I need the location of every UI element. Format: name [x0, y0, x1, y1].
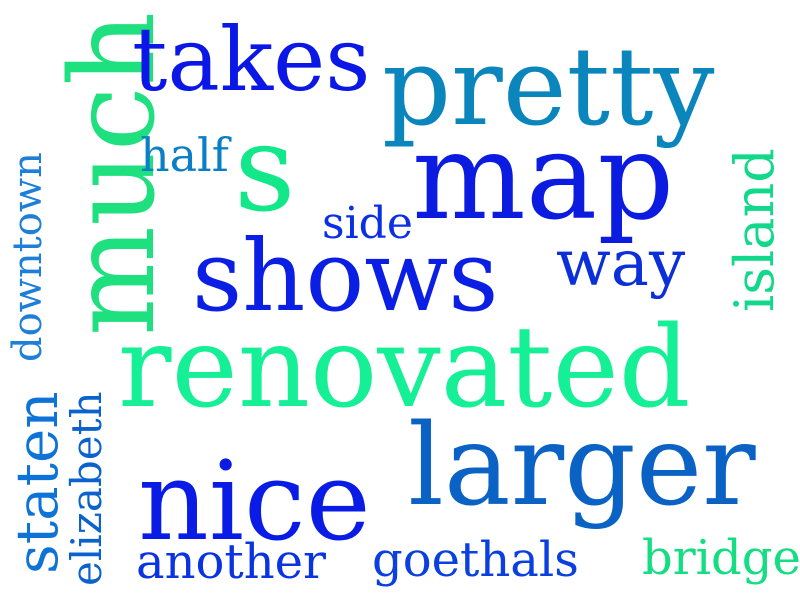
- word-s: s: [234, 100, 296, 239]
- word-nice: nice: [138, 437, 371, 565]
- word-side: side: [322, 198, 413, 249]
- word-way: way: [556, 227, 686, 301]
- word-goethals: goethals: [372, 532, 579, 588]
- word-larger: larger: [408, 401, 756, 531]
- word-half: half: [140, 128, 229, 182]
- word-renovated: renovated: [118, 303, 691, 433]
- word-downtown: downtown: [5, 152, 51, 362]
- word-shows: shows: [192, 220, 499, 334]
- word-another: another: [136, 534, 326, 590]
- word-takes: takes: [132, 8, 371, 111]
- word-staten: staten: [3, 391, 71, 574]
- word-island: island: [723, 148, 786, 312]
- word-elizabeth: elizabeth: [62, 391, 111, 586]
- word-pretty: pretty: [382, 25, 715, 150]
- word-bridge: bridge: [642, 530, 800, 586]
- word-map: map: [412, 108, 675, 247]
